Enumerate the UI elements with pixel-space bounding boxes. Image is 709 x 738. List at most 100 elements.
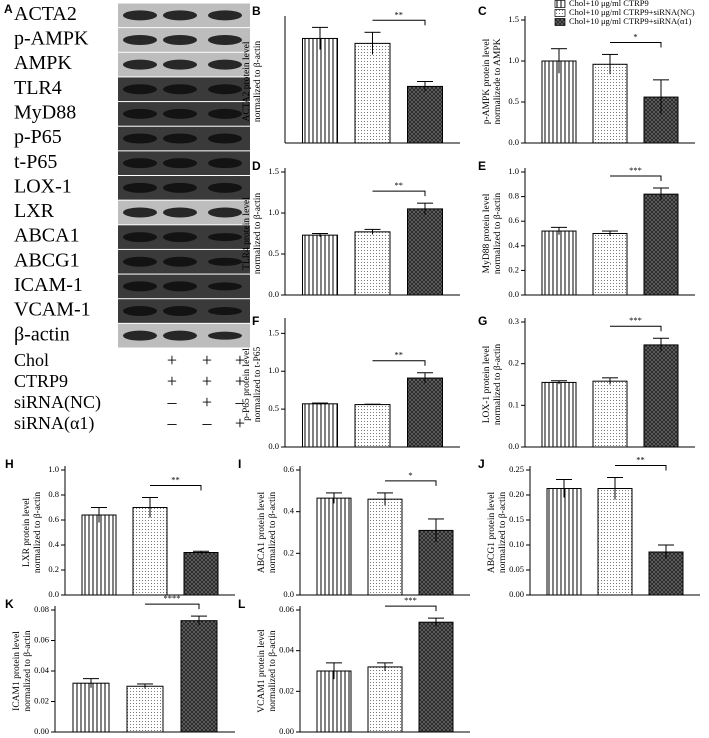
bar [643, 193, 679, 296]
error-bar [417, 202, 433, 215]
y-tick-label: 0.2 [508, 264, 519, 274]
y-axis-label: LOX-1 protein level [482, 345, 492, 423]
bar [541, 60, 577, 144]
significance-bracket [150, 485, 202, 491]
error-bar [653, 337, 669, 352]
y-tick-label: 0.4 [508, 240, 519, 250]
y-tick-label: 0.06 [34, 634, 49, 644]
error-bar [602, 53, 618, 75]
y-tick-label: 0.02 [279, 685, 294, 695]
bar [592, 380, 628, 448]
error-bar [653, 79, 669, 115]
blot-band [208, 34, 242, 45]
condition-mark: – [167, 392, 178, 412]
condition-mark: + [202, 371, 212, 391]
protein-label: LXR [14, 200, 55, 222]
blot-band [208, 158, 242, 169]
protein-label: t-P65 [14, 151, 57, 173]
condition-mark: – [235, 392, 246, 412]
y-tick-label: 1.5 [268, 327, 279, 337]
blot-band [163, 133, 197, 144]
bar [180, 620, 218, 733]
y-tick-label: 0.4 [48, 539, 59, 549]
y-tick-label: 1.0 [268, 365, 279, 375]
bar [407, 377, 443, 448]
blot-band [208, 233, 242, 242]
significance-label: *** [629, 315, 642, 325]
blot-band [123, 133, 157, 144]
significance-bracket [610, 41, 662, 48]
blot-band [123, 158, 157, 169]
error-bar [193, 550, 209, 554]
y-tick-label: 1.0 [268, 207, 279, 217]
legend-swatch [554, 0, 566, 8]
blot-band [163, 306, 197, 317]
y-axis-label: p-P65 protein level [242, 348, 252, 421]
y-axis-label: TLR4 protein level [242, 197, 252, 270]
y-tick-label: 0.08 [34, 604, 49, 614]
panel-letter: D [252, 159, 261, 173]
blot-band [123, 34, 157, 45]
error-bar [602, 377, 618, 385]
bar [354, 231, 391, 296]
significance-bracket [610, 325, 662, 332]
blot-band [163, 59, 197, 70]
bar [407, 85, 443, 144]
bar [183, 552, 219, 596]
condition-mark: + [235, 413, 245, 433]
protein-label: β-actin [14, 323, 70, 345]
significance-bracket [372, 19, 426, 26]
condition-mark: + [235, 371, 245, 391]
blot-band [208, 182, 242, 193]
y-tick-label: 0.2 [508, 358, 519, 368]
bar [541, 230, 577, 296]
error-bar [312, 402, 328, 405]
error-bar [551, 380, 567, 385]
bar [367, 666, 403, 733]
error-bar [602, 230, 618, 236]
protein-label: ABCA1 [14, 225, 80, 247]
bar [597, 488, 633, 596]
blot-band [163, 34, 197, 45]
blot-band [208, 84, 242, 95]
error-bar [377, 492, 393, 506]
bar [132, 507, 168, 596]
significance-label: ** [395, 9, 404, 19]
blot-band [123, 281, 157, 292]
blot-band [163, 108, 197, 119]
bar [126, 685, 164, 733]
bar [541, 381, 577, 448]
y-tick-label: 0.25 [509, 464, 524, 474]
condition-mark: + [167, 371, 177, 391]
significance-label: *** [404, 595, 417, 605]
significance-label: **** [164, 593, 181, 603]
condition-mark: + [202, 392, 212, 412]
condition-label: Chol [14, 350, 49, 370]
error-bar [551, 226, 567, 235]
bar [354, 42, 391, 144]
error-bar [326, 662, 342, 680]
y-tick-label: 0.8 [48, 489, 59, 499]
y-axis-label: ABCA1 protein level [257, 492, 267, 574]
y-tick-label: 0.02 [34, 695, 49, 705]
error-bar [364, 228, 381, 235]
protein-label: ACTA2 [14, 3, 77, 25]
blot-band [208, 282, 242, 291]
blot-band [163, 232, 197, 243]
blot-band [163, 158, 197, 169]
y-axis-label: normalized to β-actin [33, 492, 43, 574]
y-tick-label: 0.0 [508, 441, 519, 451]
y-tick-label: 0.00 [509, 589, 524, 599]
error-bar [364, 31, 381, 55]
blot-band [163, 330, 197, 341]
blot-band [208, 59, 242, 70]
y-tick-label: 1.5 [508, 14, 519, 24]
error-bar [83, 678, 99, 688]
y-tick-label: 0.4 [283, 506, 294, 516]
y-tick-label: 0.0 [508, 137, 519, 147]
y-axis-label: ABCG1 protein level [487, 492, 497, 574]
condition-label: siRNA(NC) [14, 392, 101, 413]
y-tick-label: 0.05 [509, 564, 524, 574]
panel-letter: G [478, 314, 487, 328]
